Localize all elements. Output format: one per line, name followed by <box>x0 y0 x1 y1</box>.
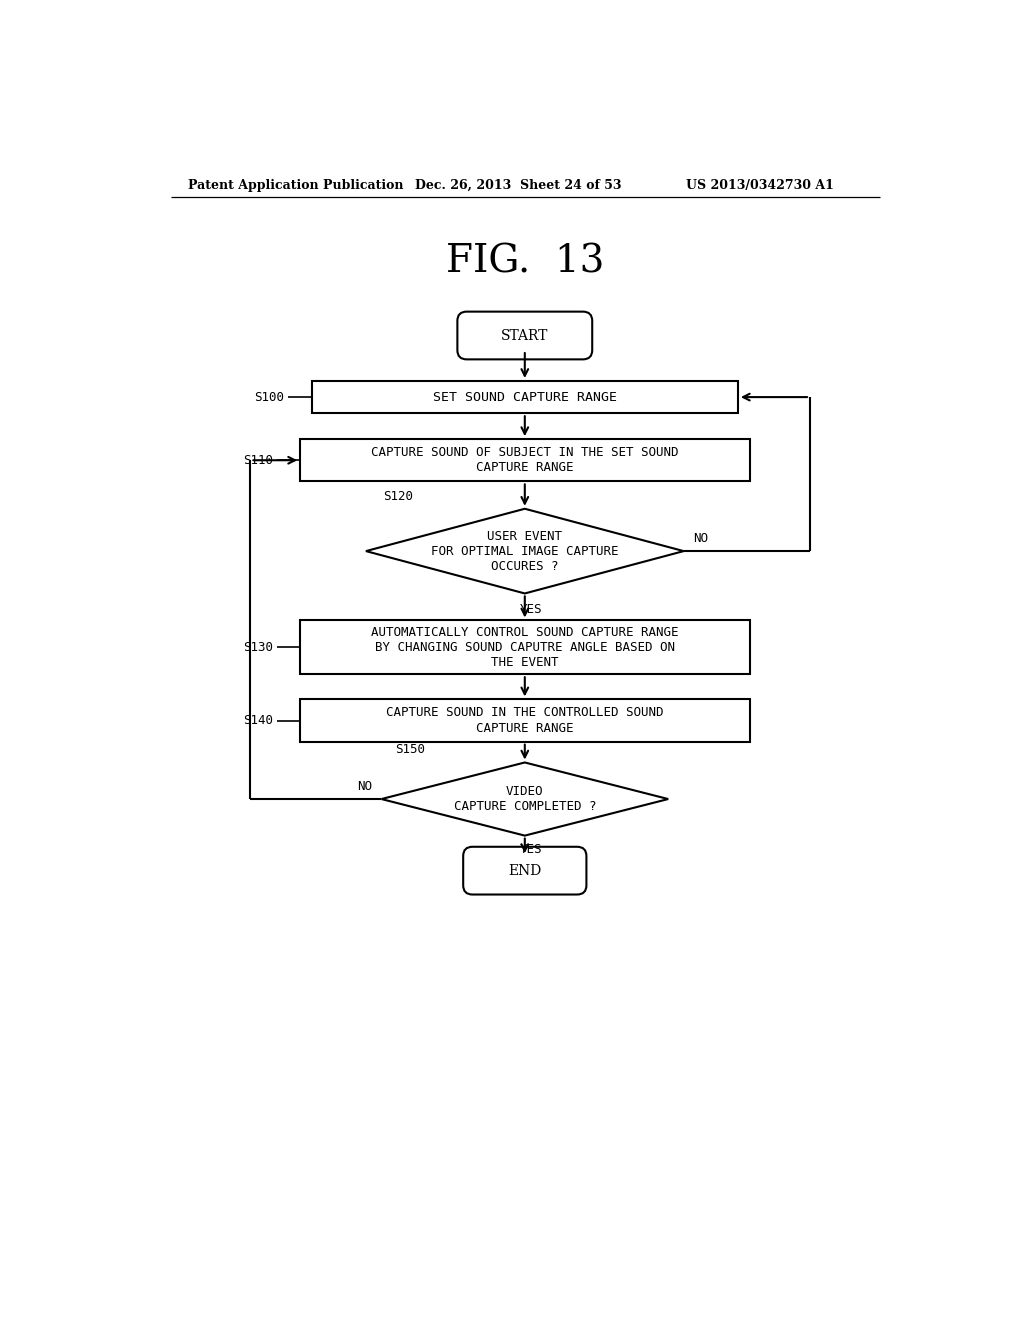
Text: YES: YES <box>520 843 543 857</box>
Text: S100: S100 <box>255 391 285 404</box>
Text: CAPTURE SOUND IN THE CONTROLLED SOUND
CAPTURE RANGE: CAPTURE SOUND IN THE CONTROLLED SOUND CA… <box>386 706 664 734</box>
Text: S110: S110 <box>243 454 273 467</box>
Text: FIG.  13: FIG. 13 <box>445 244 604 281</box>
Bar <box>311 381 738 413</box>
Text: NO: NO <box>357 780 372 793</box>
Bar <box>300 620 750 675</box>
Text: END: END <box>508 863 542 878</box>
Text: S140: S140 <box>243 714 273 727</box>
Bar <box>300 440 750 482</box>
Text: Patent Application Publication: Patent Application Publication <box>188 178 403 191</box>
Text: S120: S120 <box>383 490 413 503</box>
Text: AUTOMATICALLY CONTROL SOUND CAPTURE RANGE
BY CHANGING SOUND CAPUTRE ANGLE BASED : AUTOMATICALLY CONTROL SOUND CAPTURE RANG… <box>371 626 679 669</box>
FancyBboxPatch shape <box>463 847 587 895</box>
FancyBboxPatch shape <box>458 312 592 359</box>
Polygon shape <box>381 763 669 836</box>
Bar <box>300 700 750 742</box>
Text: VIDEO
CAPTURE COMPLETED ?: VIDEO CAPTURE COMPLETED ? <box>454 785 596 813</box>
Text: START: START <box>501 329 549 342</box>
Text: SET SOUND CAPTURE RANGE: SET SOUND CAPTURE RANGE <box>433 391 616 404</box>
Text: S130: S130 <box>243 640 273 653</box>
Text: NO: NO <box>693 532 708 545</box>
Text: S150: S150 <box>395 743 425 756</box>
Text: CAPTURE SOUND OF SUBJECT IN THE SET SOUND
CAPTURE RANGE: CAPTURE SOUND OF SUBJECT IN THE SET SOUN… <box>371 446 679 474</box>
Text: USER EVENT
FOR OPTIMAL IMAGE CAPTURE
OCCURES ?: USER EVENT FOR OPTIMAL IMAGE CAPTURE OCC… <box>431 529 618 573</box>
Text: YES: YES <box>520 603 543 615</box>
Polygon shape <box>366 508 684 594</box>
Text: Dec. 26, 2013  Sheet 24 of 53: Dec. 26, 2013 Sheet 24 of 53 <box>415 178 622 191</box>
Text: US 2013/0342730 A1: US 2013/0342730 A1 <box>686 178 834 191</box>
